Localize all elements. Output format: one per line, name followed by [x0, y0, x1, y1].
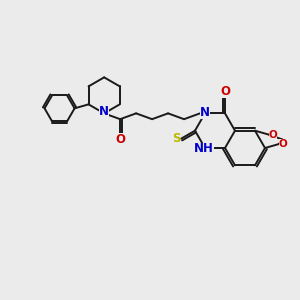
Text: N: N	[99, 105, 109, 118]
Text: S: S	[172, 132, 180, 145]
Text: O: O	[220, 85, 230, 98]
Text: N: N	[200, 106, 210, 119]
Text: NH: NH	[194, 142, 214, 155]
Text: O: O	[279, 139, 287, 149]
Text: O: O	[268, 130, 278, 140]
Text: O: O	[115, 133, 125, 146]
